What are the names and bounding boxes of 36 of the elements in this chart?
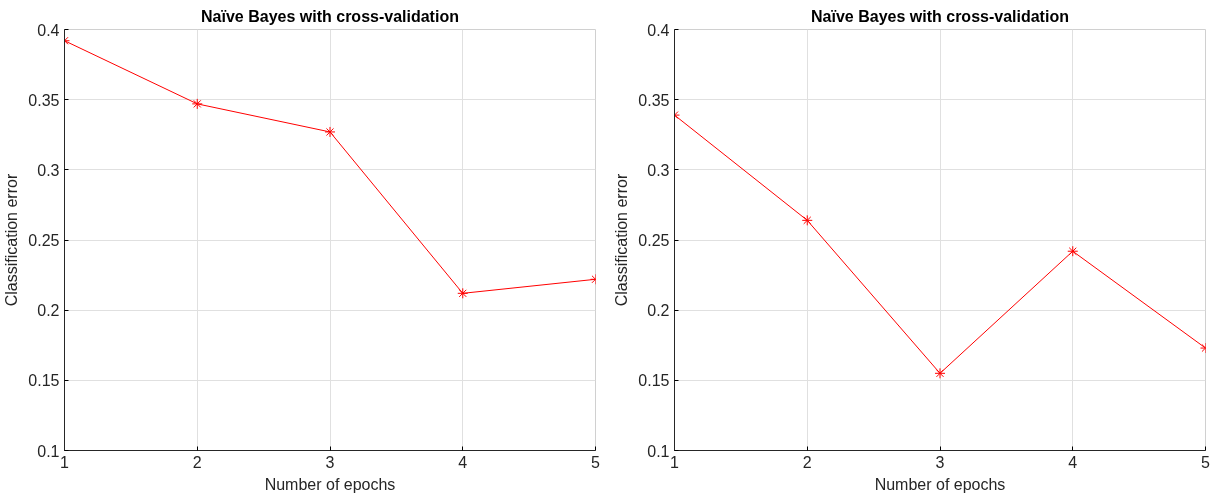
point — [324, 126, 336, 138]
y-tick-label: 0.3 — [37, 161, 60, 179]
chart-title: Naïve Bayes with cross-validation — [811, 7, 1069, 25]
y-tick-label: 0.4 — [647, 21, 670, 39]
x-axis-title: Number of epochs — [264, 475, 396, 493]
y-tick-label: 0.1 — [647, 442, 670, 460]
x-tick-label: 1 — [60, 453, 70, 471]
y-tick-label: 0.2 — [647, 302, 670, 320]
y-axis-title: Classification error — [3, 173, 21, 307]
x-tick-label: 4 — [458, 453, 468, 471]
x-tick-label: 5 — [591, 453, 601, 471]
y-axis-title: Classification error — [613, 173, 631, 307]
x-tick-label: 3 — [325, 453, 335, 471]
x-tick-label: 5 — [1201, 453, 1211, 471]
y-tick-label: 0.2 — [37, 302, 60, 320]
y-tick-label: 0.25 — [638, 232, 670, 249]
point — [457, 287, 469, 299]
x-tick-label: 4 — [1068, 453, 1078, 471]
y-tick-label: 0.15 — [638, 372, 670, 390]
x-tick-label: 3 — [935, 453, 945, 471]
chart-title: Naïve Bayes with cross-validation — [201, 7, 459, 25]
point — [191, 98, 203, 110]
y-tick-label: 0.1 — [37, 442, 60, 460]
x-tick-label: 2 — [802, 453, 812, 471]
y-tick-label: 0.35 — [28, 91, 60, 109]
x-tick-label: 2 — [192, 453, 202, 471]
y-tick-label: 0.4 — [37, 21, 60, 39]
x-tick-label: 1 — [670, 453, 680, 471]
x-axis-title: Number of epochs — [874, 475, 1006, 493]
point — [934, 367, 946, 379]
y-tick-label: 0.15 — [28, 372, 60, 390]
point — [1067, 245, 1079, 257]
y-tick-label: 0.35 — [638, 91, 670, 109]
y-tick-label: 0.25 — [28, 232, 60, 249]
y-tick-label: 0.3 — [647, 161, 670, 179]
point — [801, 214, 813, 226]
